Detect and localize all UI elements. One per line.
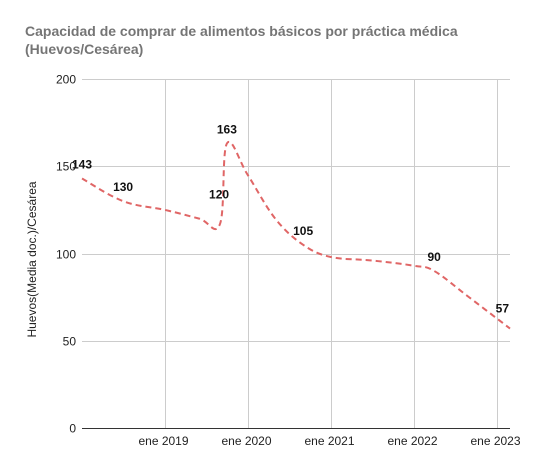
data-label: 120: [209, 188, 229, 202]
x-tick-label: ene 2022: [387, 434, 437, 448]
x-tick-label: ene 2020: [221, 434, 271, 448]
x-tick-label: ene 2019: [138, 434, 188, 448]
data-label: 57: [496, 302, 510, 316]
y-tick-label: 150: [56, 160, 76, 174]
y-tick-label: 0: [69, 422, 76, 436]
x-tick-label: ene 2023: [470, 434, 520, 448]
y-tick-label: 100: [56, 248, 76, 262]
data-label: 130: [113, 180, 133, 194]
y-tick-label: 200: [56, 73, 76, 87]
x-tick-label: ene 2021: [304, 434, 354, 448]
series-line: [81, 140, 511, 330]
data-label: 143: [72, 157, 92, 171]
data-label: 105: [293, 224, 313, 238]
data-label: 90: [427, 250, 441, 264]
data-label: 163: [217, 123, 237, 137]
chart-title: Capacidad de comprar de alimentos básico…: [25, 23, 458, 57]
y-axis-title: Huevos(Media doc.)/Cesárea: [25, 181, 39, 337]
y-tick-label: 50: [63, 335, 77, 349]
